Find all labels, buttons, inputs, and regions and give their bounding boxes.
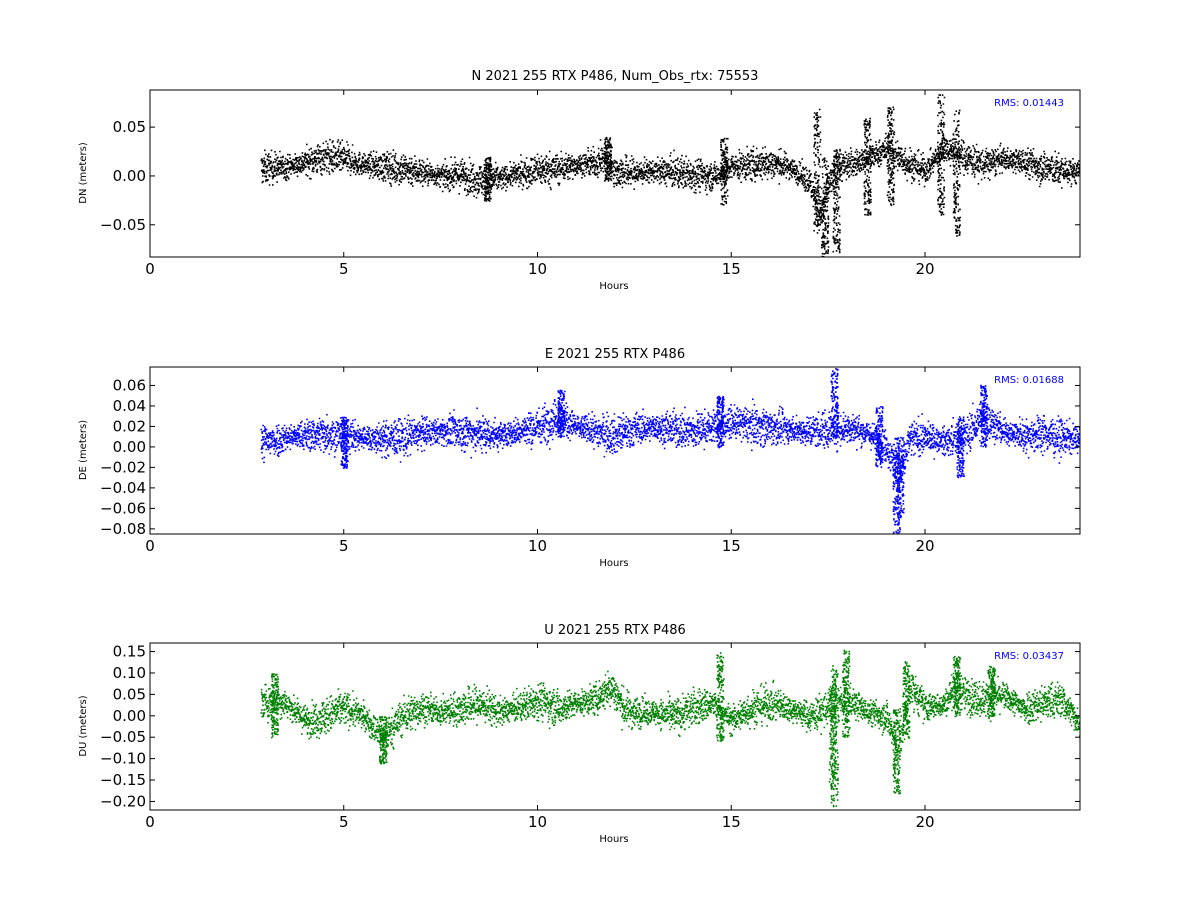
panel-up-rms: RMS: 0.03437: [994, 651, 1064, 662]
panel-east-frame: [149, 366, 1081, 535]
panel-up-ytick-label: −0.15: [100, 771, 146, 789]
panel-east-ytick-label: 0.06: [113, 376, 146, 394]
panel-north-data-points: [260, 94, 1080, 257]
panel-east-xtick-label: 0: [145, 537, 155, 555]
panel-east-ytick-label: −0.02: [100, 458, 146, 476]
panel-up-xtick-label: 0: [145, 813, 155, 831]
panel-up-ytick-label: −0.20: [100, 792, 146, 810]
panel-east-ylabel: DE (meters): [78, 420, 89, 480]
panel-north-xtick-label: 10: [528, 260, 547, 278]
panel-up-plot-area: 0 5 10 15 20 −0.20 −0.15 −0.10 −0.05 0.00 0.05 0.10…: [100, 642, 1081, 831]
panel-north-ytick-label: −0.05: [100, 216, 146, 234]
panel-east-xtick-label: 10: [528, 537, 547, 555]
panel-east-xtick-label: 15: [722, 537, 741, 555]
panel-east-ytick-label: 0.04: [113, 397, 146, 415]
panel-east-ytick-label: 0.02: [113, 417, 146, 435]
panel-east-data-points: [260, 368, 1080, 534]
panel-up-xtick-label: 15: [722, 813, 741, 831]
panel-east-ytick-label: −0.08: [100, 520, 146, 538]
panel-east-xtick-label: 20: [915, 537, 934, 555]
panel-north-ylabel: DN (meters): [78, 142, 89, 204]
panel-north-scatter-path: [260, 94, 1080, 257]
panel-up-xtick-label: 20: [915, 813, 934, 831]
panel-north-xtick-label: 0: [145, 260, 155, 278]
panel-up-ylabel: DU (meters): [78, 695, 89, 756]
panel-east-xtick-label: 5: [339, 537, 349, 555]
panel-up-ytick-label: −0.05: [100, 728, 146, 746]
panel-up-ytick-label: 0.05: [113, 685, 146, 703]
panel-east: E 2021 255 RTX P486 0 5 10 15 20 −0.08 −0.06 −0…: [78, 347, 1081, 569]
panel-north-frame: [149, 89, 1081, 258]
panel-up-xlabel: Hours: [599, 834, 628, 845]
panel-up-title: U 2021 255 RTX P486: [544, 623, 686, 638]
panel-up-ytick-label: 0.15: [113, 643, 146, 661]
panel-east-xlabel: Hours: [599, 558, 628, 569]
panel-up-scatter-path: [260, 649, 1080, 808]
panel-north-ytick-label: 0.05: [113, 118, 146, 136]
panel-up-xtick-label: 5: [339, 813, 349, 831]
panel-up-data-points: [260, 649, 1080, 808]
panel-north-title: N 2021 255 RTX P486, Num_Obs_rtx: 75553: [472, 69, 759, 84]
panel-east-title: E 2021 255 RTX P486: [545, 347, 685, 362]
panel-east-rms: RMS: 0.01688: [994, 375, 1064, 386]
panel-east-ytick-label: −0.04: [100, 479, 146, 497]
panel-north-xtick-label: 20: [915, 260, 934, 278]
panel-north-xtick-label: 15: [722, 260, 741, 278]
panel-north: N 2021 255 RTX P486, Num_Obs_rtx: 75553 …: [78, 69, 1081, 292]
panel-east-ytick-label: −0.06: [100, 499, 146, 517]
panel-east-plot-area: 0 5 10 15 20 −0.08 −0.06 −0.04 −0.02 0.00 0.02 0.04…: [100, 366, 1081, 555]
panel-east-ytick-label: 0.00: [113, 438, 146, 456]
panel-north-rms: RMS: 0.01443: [994, 98, 1064, 109]
panel-north-xtick-label: 5: [339, 260, 349, 278]
panel-up-ytick-label: 0.10: [113, 664, 146, 682]
panel-east-scatter-path: [260, 368, 1080, 534]
panel-north-xlabel: Hours: [599, 281, 628, 292]
panel-up-xtick-label: 10: [528, 813, 547, 831]
panel-up-ytick-label: −0.10: [100, 750, 146, 768]
panel-up-frame: [149, 642, 1081, 811]
panel-north-ytick-label: 0.00: [113, 167, 146, 185]
panel-north-plot-area: 0 5 10 15 20 −0.05 0.00 0.05: [100, 89, 1081, 278]
panel-up: U 2021 255 RTX P486 0 5 10 15 20 −0.20 −0.15 −0…: [78, 623, 1081, 845]
panel-up-ytick-label: 0.00: [113, 707, 146, 725]
